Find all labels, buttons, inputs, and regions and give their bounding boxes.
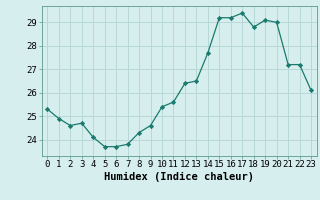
X-axis label: Humidex (Indice chaleur): Humidex (Indice chaleur) — [104, 172, 254, 182]
